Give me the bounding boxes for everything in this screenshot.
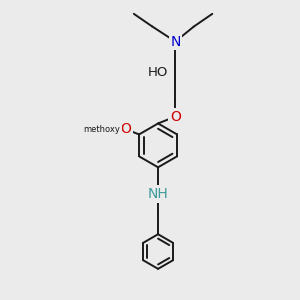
Text: O: O — [120, 122, 131, 136]
Text: NH: NH — [148, 187, 169, 201]
Text: HO: HO — [148, 66, 168, 79]
Text: methoxy: methoxy — [83, 125, 120, 134]
Text: N: N — [170, 34, 181, 49]
Text: O: O — [170, 110, 181, 124]
